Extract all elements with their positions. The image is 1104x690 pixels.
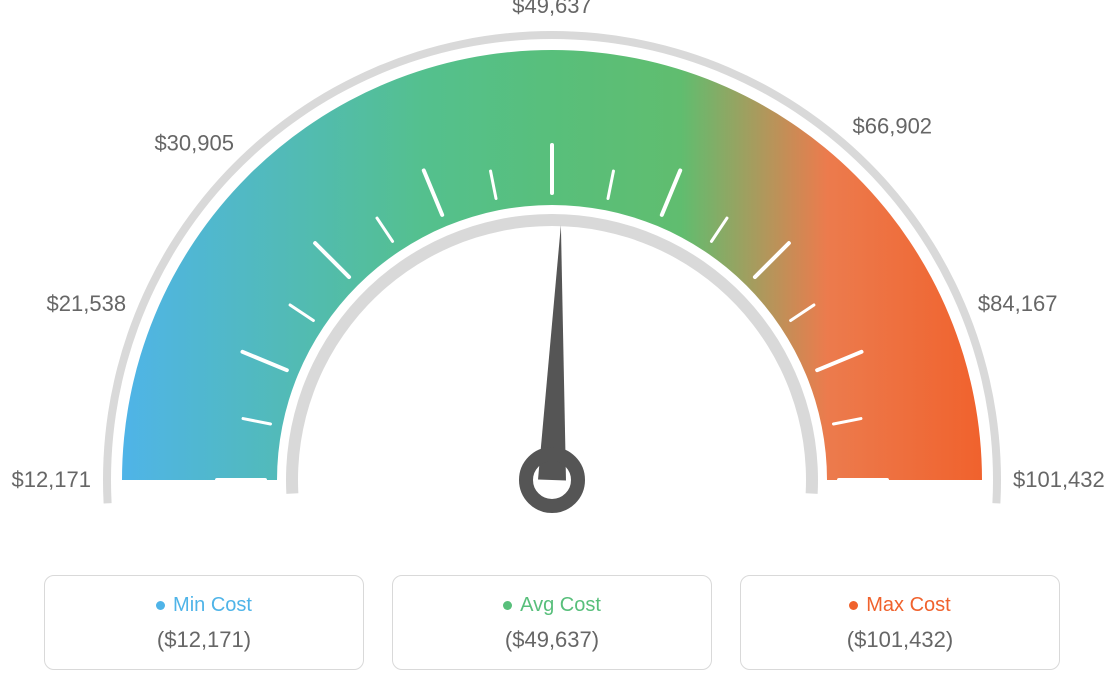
legend-title: Avg Cost: [503, 594, 601, 617]
gauge-tick-label: $30,905: [154, 131, 234, 157]
gauge-svg: [22, 20, 1082, 540]
legend-title-text: Max Cost: [866, 594, 950, 617]
gauge-tick-label: $49,637: [512, 0, 592, 19]
legend-card: Avg Cost ($49,637): [392, 575, 712, 670]
legend-dot-icon: [849, 601, 858, 610]
gauge-tick-label: $66,902: [853, 114, 933, 140]
legend-title-text: Avg Cost: [520, 594, 601, 617]
legend-title: Max Cost: [849, 594, 950, 617]
gauge-area: $12,171 $21,538 $30,905 $49,637 $66,902 $84,1…: [0, 0, 1104, 540]
cost-gauge-chart: $12,171 $21,538 $30,905 $49,637 $66,902 $84,1…: [0, 0, 1104, 690]
gauge-tick-label: $101,432: [1013, 467, 1104, 493]
legend-value: ($101,432): [751, 627, 1049, 653]
legend-row: Min Cost ($12,171) Avg Cost ($49,637) Max Co…: [0, 575, 1104, 670]
legend-title-text: Min Cost: [173, 594, 252, 617]
gauge-tick-label: $84,167: [978, 291, 1058, 317]
legend-value: ($49,637): [403, 627, 701, 653]
legend-dot-icon: [503, 601, 512, 610]
gauge-tick-label: $21,538: [47, 291, 127, 317]
legend-value: ($12,171): [55, 627, 353, 653]
gauge-tick-label: $12,171: [11, 467, 91, 493]
legend-card: Min Cost ($12,171): [44, 575, 364, 670]
legend-card: Max Cost ($101,432): [740, 575, 1060, 670]
legend-title: Min Cost: [156, 594, 252, 617]
legend-dot-icon: [156, 601, 165, 610]
